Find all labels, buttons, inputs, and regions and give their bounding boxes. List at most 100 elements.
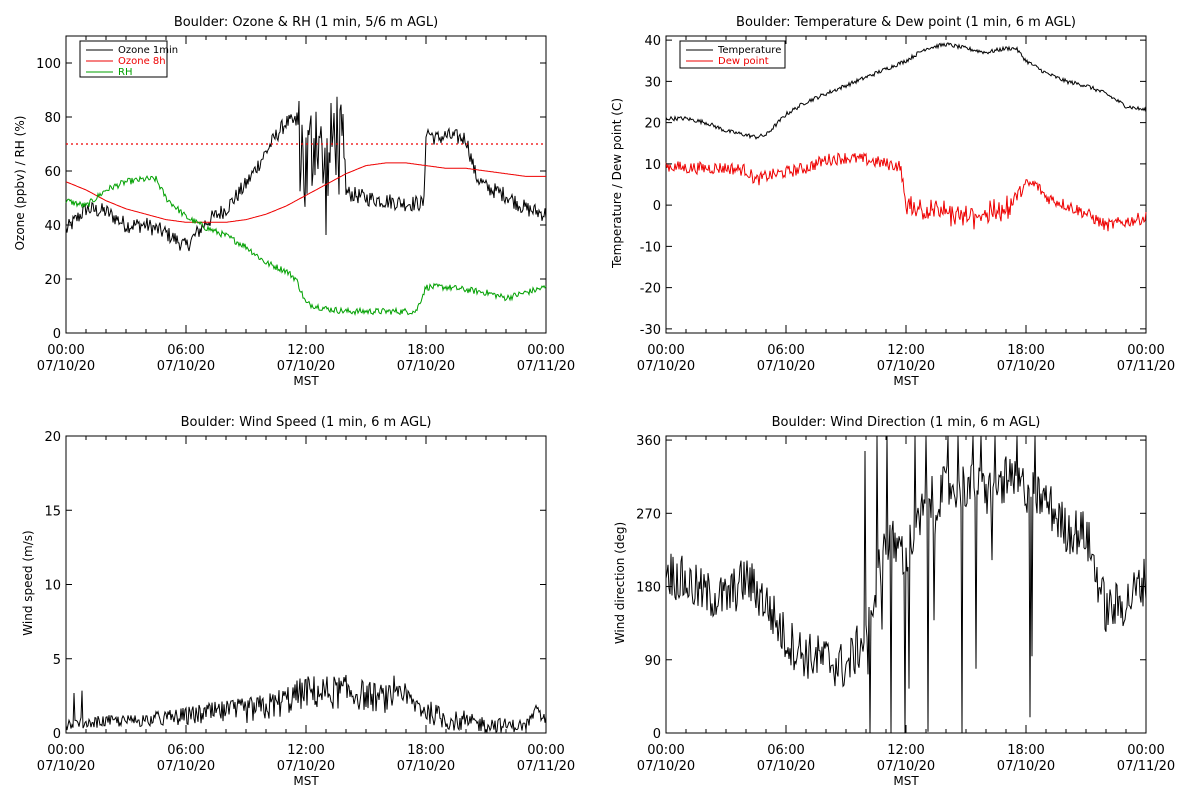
x-tick-label-date: 07/10/20: [397, 359, 455, 374]
x-tick-label-time: 12:00: [287, 343, 324, 358]
x-tick-label-time: 12:00: [887, 743, 924, 758]
series-line-temperature: [665, 42, 1147, 140]
y-tick-label: 90: [644, 654, 661, 669]
x-tick-label-date: 07/10/20: [637, 759, 695, 774]
y-tick-label: 10: [644, 158, 661, 173]
y-tick-label: 10: [44, 579, 61, 594]
tick-layer: -30-20-1001020304000:0007/10/2006:0007/1…: [637, 34, 1175, 374]
y-tick-label: 180: [636, 581, 661, 596]
series-line-ozone-8h: [65, 162, 546, 223]
y-tick-label: -20: [640, 282, 661, 297]
tick-layer: 02040608010000:0007/10/2006:0007/10/2012…: [36, 36, 575, 374]
legend: Ozone 1min Ozone 8h RH: [79, 40, 178, 78]
series-layer: [665, 42, 1147, 232]
x-tick-label-time: 00:00: [527, 343, 564, 358]
x-tick-label-time: 00:00: [47, 743, 84, 758]
panel-ozone-rh: Boulder: Ozone & RH (1 min, 5/6 m AGL) O…: [13, 15, 575, 388]
y-tick-label: 0: [53, 727, 61, 742]
y-tick-label: 40: [44, 219, 61, 234]
x-tick-label-date: 07/10/20: [757, 359, 815, 374]
legend-label-ozone-8h: Ozone 8h: [118, 56, 166, 67]
plot-frame: [665, 35, 1147, 334]
y-tick-label: 0: [653, 199, 661, 214]
panel-wind-direction: Boulder: Wind Direction (1 min, 6 m AGL)…: [613, 415, 1175, 788]
y-tick-label: 5: [53, 653, 61, 668]
y-tick-label: -10: [640, 240, 661, 255]
x-tick-label-date: 07/11/20: [517, 759, 575, 774]
x-tick-label-time: 06:00: [167, 343, 204, 358]
y-tick-label: 20: [44, 273, 61, 288]
x-tick-label-time: 12:00: [287, 743, 324, 758]
x-tick-label-time: 18:00: [1007, 743, 1044, 758]
x-tick-label-time: 00:00: [47, 343, 84, 358]
x-axis-label: MST: [293, 374, 319, 388]
series-line-ozone-1min: [65, 96, 547, 252]
y-tick-label: 100: [36, 57, 61, 72]
x-tick-label-date: 07/11/20: [1117, 759, 1175, 774]
series-line-rh: [65, 175, 547, 316]
y-tick-label: 40: [644, 34, 661, 49]
x-tick-label-date: 07/10/20: [277, 359, 335, 374]
x-tick-label-time: 18:00: [1007, 343, 1044, 358]
y-axis-label: Temperature / Dew point (C): [610, 98, 624, 269]
x-tick-label-time: 18:00: [407, 343, 444, 358]
x-tick-label-date: 07/10/20: [997, 759, 1055, 774]
y-axis-label: Wind speed (m/s): [21, 530, 35, 635]
x-axis-label: MST: [893, 374, 919, 388]
tick-layer: 09018027036000:0007/10/2006:0007/10/2012…: [636, 434, 1175, 774]
x-axis-label: MST: [893, 774, 919, 788]
y-axis-label: Ozone (ppbv) / RH (%): [13, 116, 27, 251]
series-line-data: [665, 435, 1147, 734]
x-tick-label-date: 07/10/20: [37, 359, 95, 374]
y-tick-label: 60: [44, 165, 61, 180]
x-tick-label-time: 00:00: [527, 743, 564, 758]
x-tick-label-time: 00:00: [1127, 743, 1164, 758]
x-tick-label-date: 07/10/20: [157, 359, 215, 374]
panel-title: Boulder: Temperature & Dew point (1 min,…: [736, 15, 1076, 30]
x-tick-label-date: 07/10/20: [157, 759, 215, 774]
x-tick-label-time: 00:00: [647, 343, 684, 358]
x-tick-label-date: 07/10/20: [37, 759, 95, 774]
legend-box: [79, 40, 168, 78]
x-tick-label-date: 07/10/20: [277, 759, 335, 774]
series-layer: [65, 674, 547, 734]
panel-title: Boulder: Ozone & RH (1 min, 5/6 m AGL): [174, 15, 438, 30]
panel-title: Boulder: Wind Direction (1 min, 6 m AGL): [772, 415, 1041, 430]
panel-title: Boulder: Wind Speed (1 min, 6 m AGL): [181, 415, 432, 430]
x-tick-label-date: 07/10/20: [757, 759, 815, 774]
x-tick-label-date: 07/11/20: [1117, 359, 1175, 374]
legend-label-temperature: Temperature: [717, 45, 781, 56]
tick-layer: 0510152000:0007/10/2006:0007/10/2012:000…: [37, 430, 575, 774]
x-tick-label-time: 00:00: [647, 743, 684, 758]
x-tick-label-time: 00:00: [1127, 343, 1164, 358]
legend-label-dew-point: Dew point: [718, 56, 769, 67]
x-tick-label-time: 12:00: [887, 343, 924, 358]
y-tick-label: 20: [44, 430, 61, 445]
x-axis-label: MST: [293, 774, 319, 788]
x-tick-label-date: 07/10/20: [877, 359, 935, 374]
y-tick-label: 360: [636, 434, 661, 449]
legend-box: [679, 40, 786, 69]
series-layer: [65, 96, 547, 316]
x-tick-label-date: 07/10/20: [397, 759, 455, 774]
y-tick-label: 0: [53, 327, 61, 342]
y-tick-label: 20: [644, 117, 661, 132]
x-tick-label-time: 06:00: [767, 343, 804, 358]
series-layer: [665, 435, 1147, 734]
series-line-data: [65, 674, 547, 734]
plot-frame: [65, 35, 547, 334]
legend-label-rh: RH: [118, 67, 132, 78]
series-line-dew-point: [665, 152, 1147, 232]
x-tick-label-date: 07/10/20: [637, 359, 695, 374]
y-tick-label: 80: [44, 111, 61, 126]
panel-wind-speed: Boulder: Wind Speed (1 min, 6 m AGL) Win…: [21, 415, 575, 788]
y-tick-label: -30: [640, 323, 661, 338]
x-tick-label-date: 07/10/20: [997, 359, 1055, 374]
y-tick-label: 0: [653, 727, 661, 742]
panel-temp-dew: Boulder: Temperature & Dew point (1 min,…: [610, 15, 1175, 388]
x-tick-label-date: 07/11/20: [517, 359, 575, 374]
legend: Temperature Dew point: [679, 40, 786, 69]
y-tick-label: 15: [44, 504, 61, 519]
x-tick-label-date: 07/10/20: [877, 759, 935, 774]
